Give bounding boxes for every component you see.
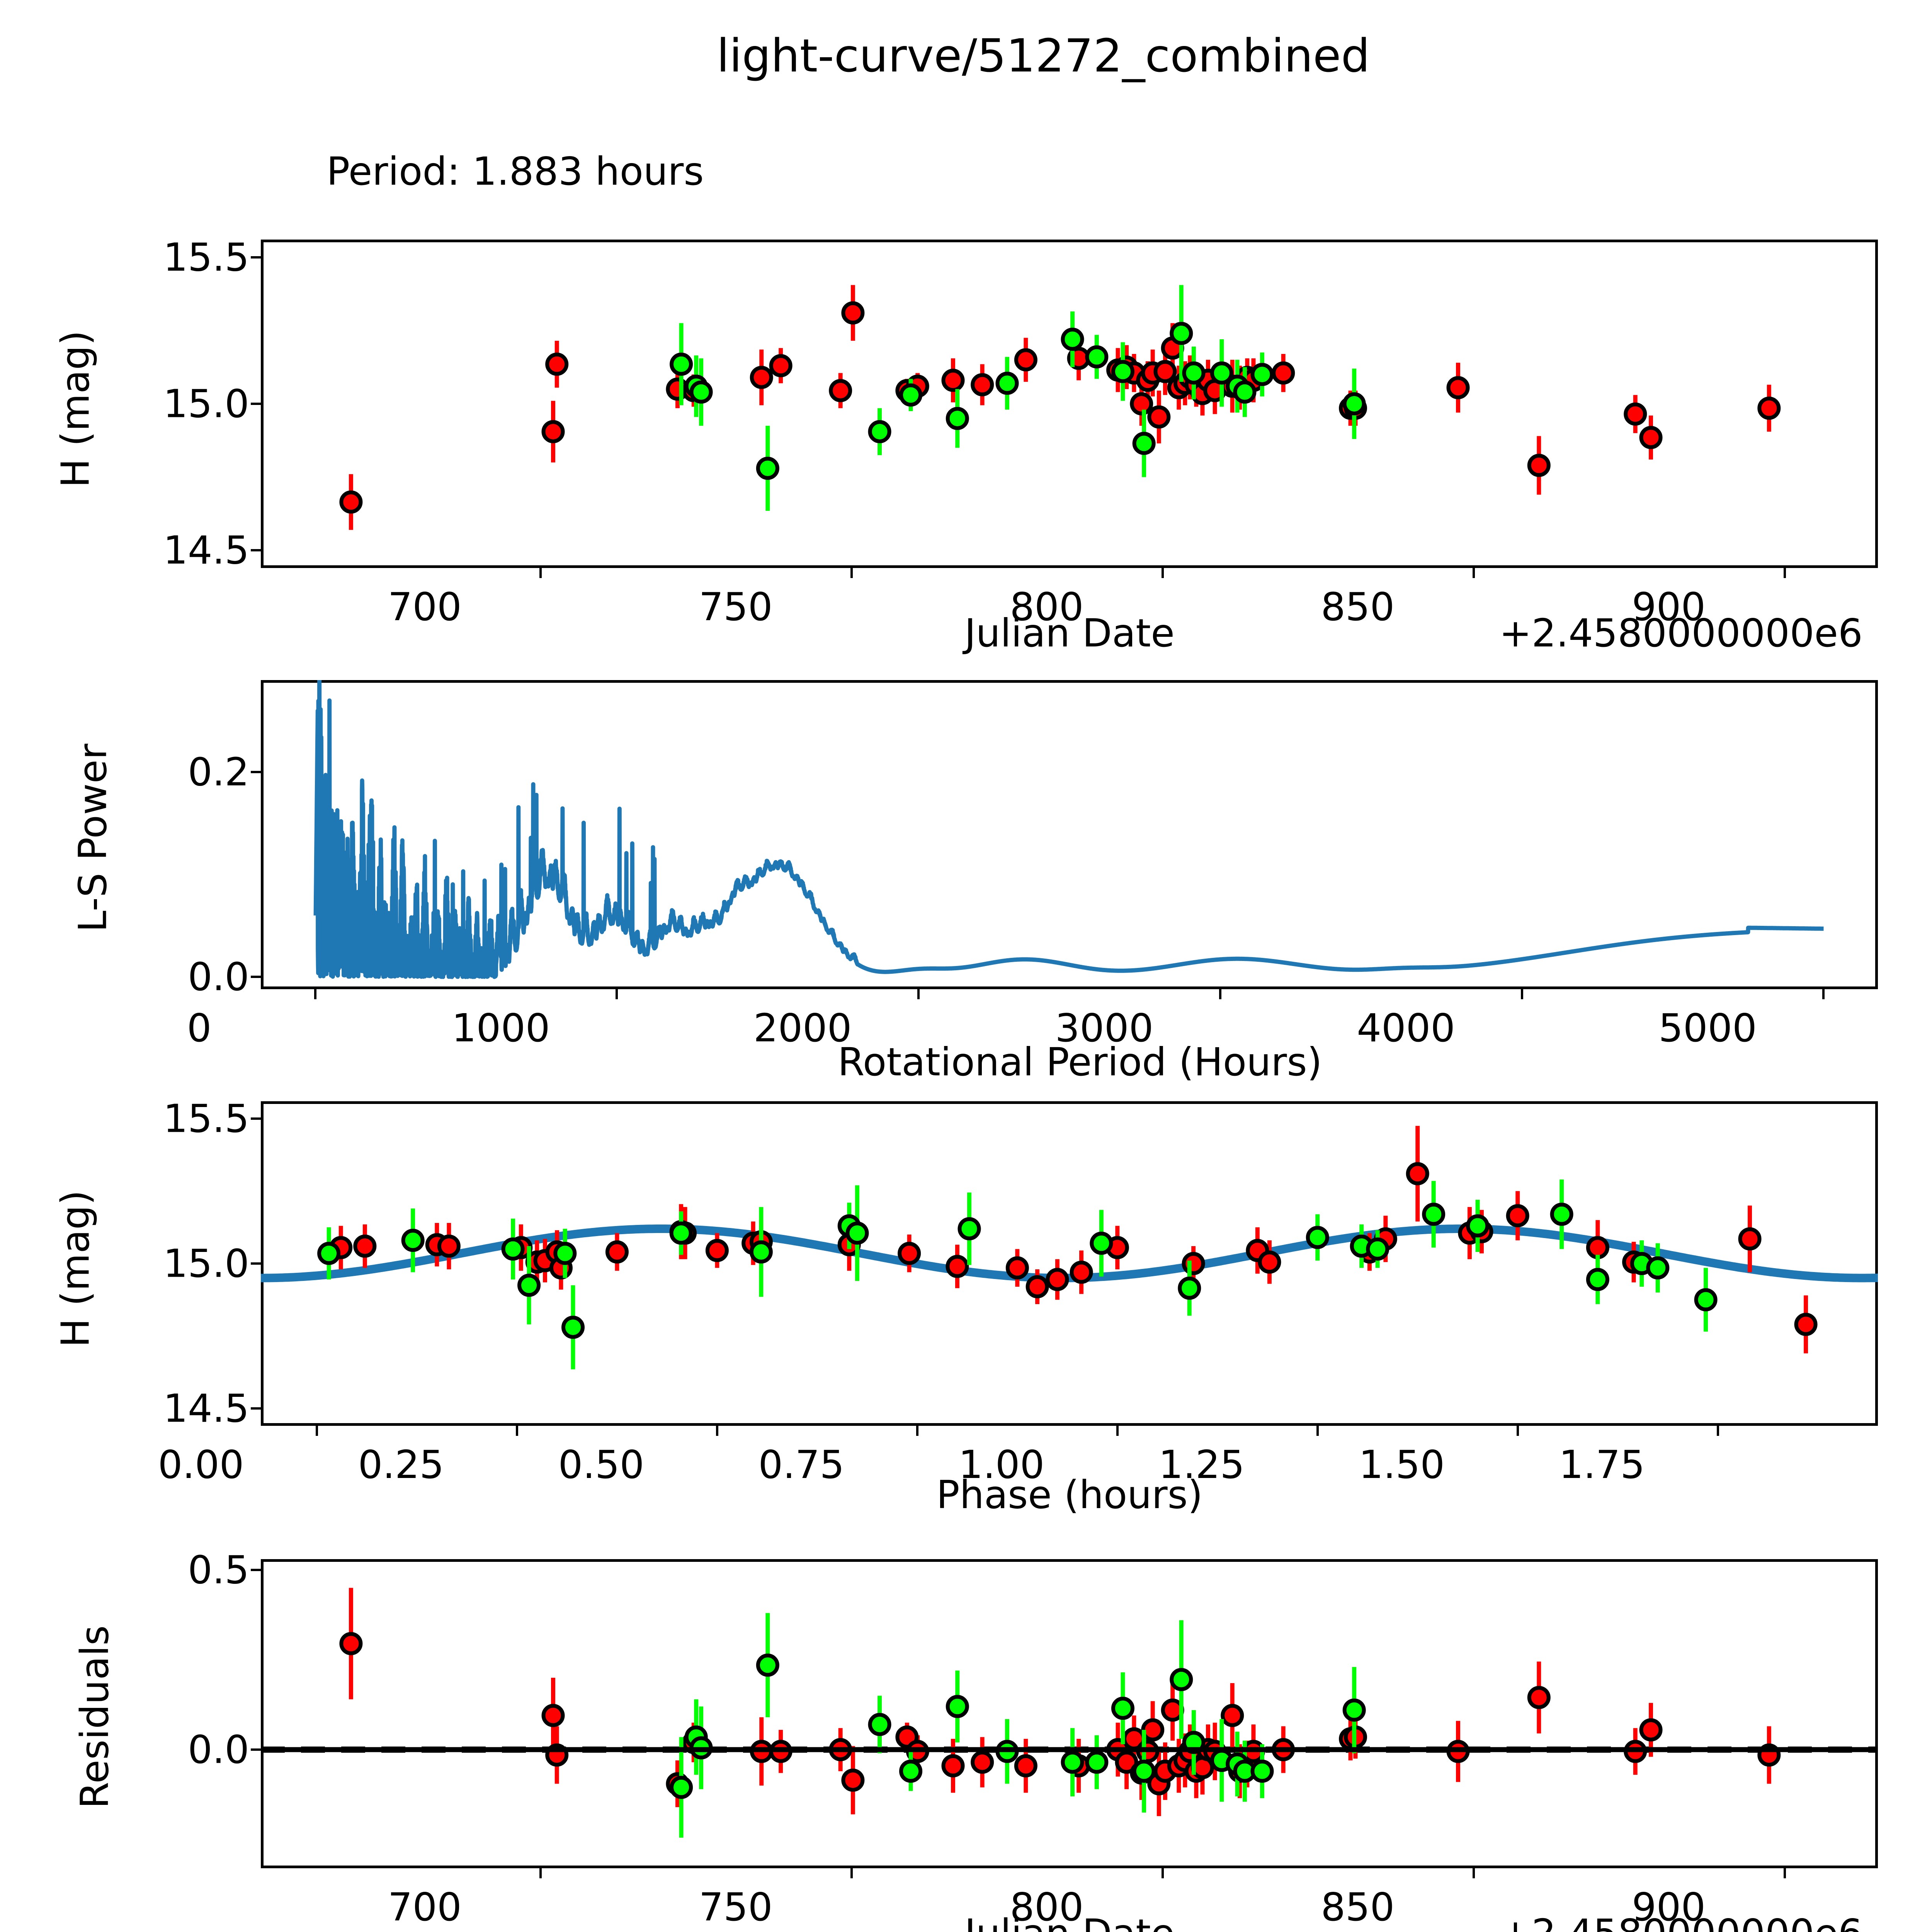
lightcurve-ylabel: H (mag) — [53, 330, 98, 488]
periodogram-xtick-label: 1000 — [452, 1005, 550, 1051]
residuals-xtick-mark — [1161, 1868, 1164, 1878]
phased-ytick-mark — [251, 1407, 261, 1410]
lightcurve-ytick-mark — [251, 549, 261, 552]
phased-ytick-label: 15.5 — [163, 1096, 249, 1141]
phased-ytick-mark — [251, 1262, 261, 1265]
residuals-xtick-mark — [1472, 1868, 1475, 1878]
residuals-xtick-mark — [1783, 1868, 1786, 1878]
residuals-ytick-label: 0.0 — [187, 1727, 249, 1772]
periodogram-ylabel: L-S Power — [70, 743, 116, 932]
lightcurve-ytick-mark — [251, 403, 261, 405]
periodogram-xtick-label: 2000 — [753, 1005, 852, 1051]
residuals-xlabel: Julian Date — [876, 1911, 1263, 1932]
lightcurve-ytick-mark — [251, 256, 261, 259]
residuals-offset-text: +2.4580000000e6 — [1499, 1911, 1863, 1932]
residuals-axes — [261, 1559, 1878, 1868]
periodogram-axes — [261, 680, 1878, 989]
residuals-xtick-label: 750 — [699, 1884, 773, 1930]
lightcurve-xtick-label: 850 — [1321, 584, 1395, 629]
phased-xtick-mark — [1316, 1426, 1319, 1436]
periodogram-ytick-label: 0.0 — [187, 954, 249, 1000]
phased-xtick-mark — [1716, 1426, 1719, 1436]
periodogram-ytick-label: 0.2 — [187, 749, 249, 795]
periodogram-ytick-mark — [251, 976, 261, 978]
phased-xtick-label: 1.25 — [1158, 1442, 1245, 1487]
lightcurve-xlabel: Julian Date — [964, 611, 1175, 656]
phased-xtick-mark — [316, 1426, 318, 1436]
lightcurve-xtick-mark — [539, 568, 542, 578]
periodogram-xtick-mark — [1219, 989, 1221, 999]
lightcurve-xtick-label: 900 — [1632, 584, 1706, 629]
phased-xtick-mark — [1516, 1426, 1519, 1436]
lightcurve-xtick-mark — [1783, 568, 1786, 578]
lightcurve-xtick-label: 750 — [699, 584, 773, 629]
phased-xtick-label: 0.75 — [758, 1442, 845, 1487]
lightcurve-xtick-label: 800 — [1010, 584, 1084, 629]
phased-xtick-mark — [515, 1426, 518, 1436]
period-annotation: Period: 1.883 hours — [327, 149, 704, 194]
periodogram-xtick-mark — [616, 989, 618, 999]
residuals-xtick-label: 800 — [1010, 1884, 1084, 1930]
lightcurve-xtick-label: 700 — [388, 584, 462, 629]
lightcurve-axes — [261, 240, 1878, 568]
periodogram-xtick-mark — [1822, 989, 1825, 999]
residuals-xtick-label: 900 — [1632, 1884, 1706, 1930]
residuals-xtick-mark — [539, 1868, 542, 1878]
phased-xtick-label: 1.00 — [958, 1442, 1045, 1487]
phased-xtick-label: 1.75 — [1559, 1442, 1645, 1487]
residuals-ytick-mark — [251, 1748, 261, 1751]
residuals-xtick-label: 700 — [388, 1884, 462, 1930]
lightcurve-ytick-label: 15.5 — [163, 235, 249, 280]
lightcurve-ytick-label: 15.0 — [163, 381, 249, 427]
periodogram-xtick-mark — [1520, 989, 1523, 999]
residuals-ylabel: Residuals — [72, 1625, 117, 1809]
periodogram-xtick-mark — [314, 989, 316, 999]
periodogram-xtick-label: 3000 — [1055, 1005, 1154, 1051]
phased-ylabel: H (mag) — [53, 1190, 98, 1348]
periodogram-xtick-label: 0 — [187, 1005, 212, 1051]
phased-xlabel: Phase (hours) — [936, 1472, 1203, 1517]
phased-xtick-label: 0.00 — [158, 1442, 244, 1487]
residuals-xtick-label: 850 — [1321, 1884, 1395, 1930]
phased-xtick-mark — [1116, 1426, 1119, 1436]
periodogram-xlabel: Rotational Period (Hours) — [838, 1039, 1322, 1085]
phased-ytick-mark — [251, 1117, 261, 1120]
phased-xtick-mark — [916, 1426, 918, 1436]
periodogram-xtick-label: 5000 — [1658, 1005, 1757, 1051]
phased-xtick-label: 0.50 — [558, 1442, 645, 1487]
residuals-ytick-label: 0.5 — [187, 1547, 249, 1593]
phased-xtick-label: 1.50 — [1359, 1442, 1445, 1487]
periodogram-ytick-mark — [251, 771, 261, 774]
lightcurve-xtick-mark — [1161, 568, 1164, 578]
periodogram-xtick-label: 4000 — [1357, 1005, 1455, 1051]
phased-ytick-label: 14.5 — [163, 1386, 249, 1431]
residuals-ytick-mark — [251, 1568, 261, 1571]
phased-xtick-mark — [716, 1426, 718, 1436]
phased-xtick-label: 0.25 — [358, 1442, 444, 1487]
phased-ytick-label: 15.0 — [163, 1241, 249, 1286]
periodogram-xtick-mark — [917, 989, 920, 999]
phased-axes — [261, 1101, 1878, 1426]
lightcurve-xtick-mark — [850, 568, 853, 578]
residuals-xtick-mark — [850, 1868, 853, 1878]
lightcurve-xtick-mark — [1472, 568, 1475, 578]
lightcurve-ytick-label: 14.5 — [163, 527, 249, 573]
figure-title: light-curve/51272_combined — [716, 29, 1370, 82]
lightcurve-offset-text: +2.4580000000e6 — [1499, 611, 1863, 656]
